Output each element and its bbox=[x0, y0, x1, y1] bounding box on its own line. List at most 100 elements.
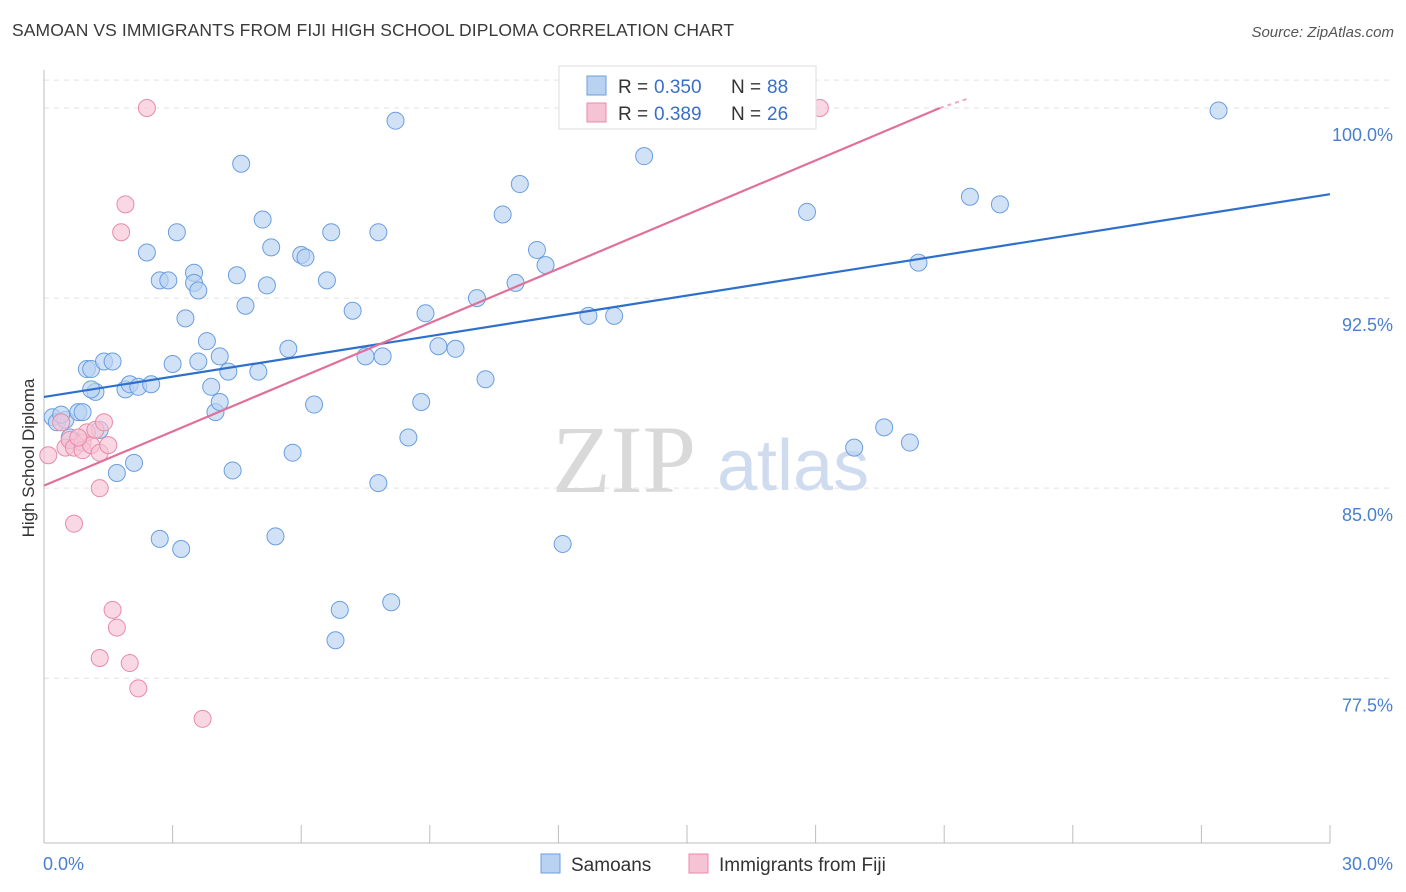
bottom-legend-label-samoans: Samoans bbox=[571, 855, 651, 876]
point-samoans-28 bbox=[189, 281, 208, 300]
point-samoans-15 bbox=[125, 453, 144, 472]
watermark-atlas: atlas bbox=[717, 426, 869, 506]
point-samoans-84 bbox=[210, 347, 229, 366]
point-samoans-21 bbox=[159, 271, 178, 290]
point-samoans-63 bbox=[476, 370, 495, 389]
legend-n-label-fiji: N = bbox=[731, 104, 761, 125]
trendline-fiji bbox=[43, 107, 941, 487]
point-samoans-80 bbox=[990, 195, 1009, 214]
point-fiji-18 bbox=[112, 223, 131, 242]
point-fiji-19 bbox=[116, 195, 135, 214]
point-samoans-46 bbox=[296, 248, 315, 267]
point-samoans-48 bbox=[317, 271, 336, 290]
point-samoans-43 bbox=[279, 339, 298, 358]
point-samoans-35 bbox=[227, 266, 246, 285]
point-samoans-54 bbox=[373, 347, 392, 366]
chart-title: SAMOAN VS IMMIGRANTS FROM FIJI HIGH SCHO… bbox=[12, 20, 735, 40]
point-samoans-56 bbox=[386, 111, 405, 130]
point-samoans-33 bbox=[219, 362, 238, 381]
x-tick-label-max: 30.0% bbox=[1342, 854, 1393, 874]
y-tick-label-0: 100.0% bbox=[1332, 125, 1393, 145]
point-samoans-76 bbox=[875, 418, 894, 437]
point-samoans-49 bbox=[322, 223, 341, 242]
point-samoans-23 bbox=[167, 223, 186, 242]
point-samoans-50 bbox=[343, 301, 362, 320]
point-fiji-23 bbox=[193, 709, 212, 728]
legend-swatch-samoans bbox=[586, 75, 607, 96]
point-fiji-12 bbox=[90, 648, 109, 667]
point-samoans-40 bbox=[257, 276, 276, 295]
bottom-legend-swatch-samoans bbox=[540, 853, 561, 874]
point-samoans-85 bbox=[189, 352, 208, 371]
point-samoans-64 bbox=[493, 205, 512, 224]
point-samoans-5 bbox=[73, 403, 92, 422]
legend-n-value-samoans: 88 bbox=[767, 77, 788, 98]
point-samoans-25 bbox=[176, 309, 195, 328]
trendlines bbox=[43, 96, 1331, 487]
bottom-legend-swatch-fiji bbox=[688, 853, 709, 874]
point-samoans-61 bbox=[446, 339, 465, 358]
point-samoans-79 bbox=[960, 187, 979, 206]
point-samoans-11 bbox=[103, 352, 122, 371]
point-samoans-17 bbox=[137, 243, 156, 262]
legend-r-label-samoans: R = bbox=[618, 77, 648, 98]
point-samoans-60 bbox=[429, 337, 448, 356]
point-samoans-12 bbox=[107, 463, 126, 482]
point-samoans-78 bbox=[909, 253, 928, 272]
point-fiji-14 bbox=[95, 413, 114, 432]
point-samoans-53 bbox=[369, 474, 388, 493]
point-samoans-36 bbox=[232, 154, 251, 173]
point-fiji-5 bbox=[65, 514, 84, 533]
point-fiji-22 bbox=[137, 99, 156, 118]
point-samoans-69 bbox=[553, 534, 572, 553]
point-samoans-22 bbox=[163, 354, 182, 373]
point-samoans-39 bbox=[253, 210, 272, 229]
point-samoans-82 bbox=[330, 600, 349, 619]
point-fiji-0 bbox=[39, 446, 58, 465]
series-fiji-points bbox=[39, 99, 829, 728]
point-samoans-67 bbox=[527, 240, 546, 259]
point-fiji-21 bbox=[129, 679, 148, 698]
x-tick-label-min: 0.0% bbox=[43, 854, 84, 874]
bottom-legend: Samoans Immigrants from Fiji bbox=[540, 853, 886, 876]
legend-n-label-samoans: N = bbox=[731, 77, 761, 98]
legend-swatch-fiji bbox=[586, 102, 607, 123]
watermark: ZIP atlas bbox=[552, 406, 869, 513]
point-fiji-16 bbox=[103, 600, 122, 619]
point-samoans-66 bbox=[510, 175, 529, 194]
trendline-extension-fiji bbox=[939, 96, 971, 109]
x-tick-labels: 0.0% 30.0% bbox=[43, 854, 1393, 874]
bottom-legend-label-fiji: Immigrants from Fiji bbox=[719, 855, 886, 876]
point-fiji-17 bbox=[107, 618, 126, 637]
point-samoans-34 bbox=[223, 461, 242, 480]
point-samoans-83 bbox=[326, 631, 345, 650]
point-samoans-75 bbox=[845, 438, 864, 457]
series-samoans-points bbox=[43, 101, 1228, 650]
point-samoans-58 bbox=[412, 393, 431, 412]
point-samoans-74 bbox=[798, 202, 817, 221]
point-samoans-77 bbox=[900, 433, 919, 452]
legend-r-label-fiji: R = bbox=[618, 104, 648, 125]
y-tick-labels: 100.0% 92.5% 85.0% 77.5% bbox=[1332, 125, 1393, 715]
y-tick-label-2: 85.0% bbox=[1342, 505, 1393, 525]
point-samoans-30 bbox=[202, 377, 221, 396]
point-samoans-59 bbox=[416, 304, 435, 323]
point-fiji-1 bbox=[52, 413, 71, 432]
point-samoans-47 bbox=[305, 395, 324, 414]
y-axis-label: High School Diploma bbox=[19, 378, 38, 537]
point-fiji-25 bbox=[69, 428, 88, 447]
legend-n-value-fiji: 26 bbox=[767, 104, 788, 125]
point-samoans-71 bbox=[605, 306, 624, 325]
point-samoans-55 bbox=[382, 593, 401, 612]
point-samoans-72 bbox=[635, 147, 654, 166]
point-fiji-15 bbox=[99, 436, 118, 455]
y-tick-label-3: 77.5% bbox=[1342, 695, 1393, 715]
point-fiji-20 bbox=[120, 654, 139, 673]
legend-r-value-fiji: 0.389 bbox=[654, 104, 702, 125]
point-samoans-24 bbox=[172, 540, 191, 559]
trendline-samoans bbox=[43, 193, 1331, 399]
point-samoans-20 bbox=[150, 529, 169, 548]
point-samoans-44 bbox=[283, 443, 302, 462]
point-samoans-42 bbox=[266, 527, 285, 546]
